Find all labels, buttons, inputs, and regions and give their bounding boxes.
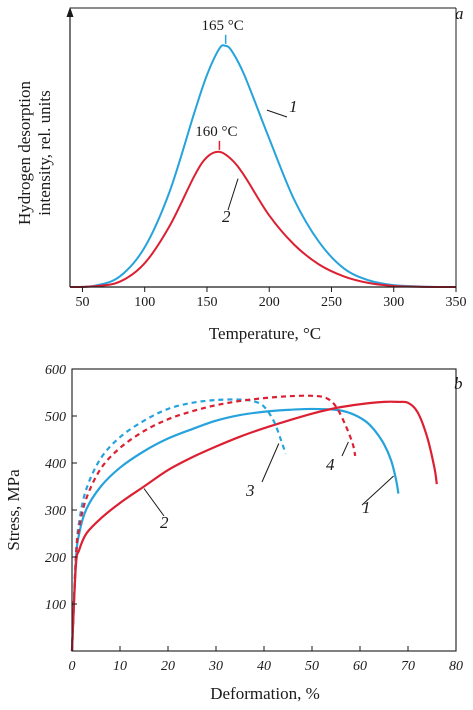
- panel-a-curve-label: 2: [222, 207, 231, 226]
- panel-b-xlabel: Deformation, %: [210, 684, 320, 703]
- panel-b-xtick-label: 0: [69, 659, 76, 674]
- panel-b-curve-label: 3: [245, 481, 255, 500]
- panel-a-annotations: 165 °C 160 °C 1 2: [195, 18, 297, 226]
- panel-b-series-1-line: [70, 407, 400, 652]
- panel-a-peak-label: 165 °C: [202, 18, 244, 34]
- panel-a-ylabel-line1: Hydrogen desorption: [15, 81, 34, 226]
- panel-b-ytick-label: 400: [45, 457, 66, 472]
- panel-b-ytick-label: 200: [45, 551, 66, 566]
- panel-a-series-2-line: [69, 150, 457, 289]
- panel-b-curve-labels: 1 2 3 4: [143, 441, 394, 532]
- panel-b-series-3-line: [70, 398, 287, 652]
- panel-a-series-1-line: [69, 44, 457, 289]
- panel-a-xtick-label: 350: [446, 295, 467, 310]
- panel-b-yticks: 100 200 300 400 500 600: [44, 363, 77, 613]
- panel-a-xtick-label: 150: [196, 295, 217, 310]
- panel-b-curve-leader: [341, 441, 349, 457]
- panel-b-ytick-label: 300: [44, 504, 66, 519]
- panel-a-xticks: 50 100 150 200 250 300 350: [75, 287, 467, 310]
- panel-a-xtick-label: 300: [383, 295, 404, 310]
- panel-a-xtick-label: 50: [75, 295, 89, 310]
- panel-b-xtick-label: 20: [161, 659, 175, 674]
- panel-b-curve-label: 2: [160, 513, 169, 532]
- panel-a: 50 100 150 200 250 300 350 165 °C 160 °C 1 2 a Hy…: [15, 4, 467, 343]
- panel-b-xtick-label: 10: [113, 659, 127, 674]
- panel-b-curve-label: 1: [362, 498, 371, 517]
- panel-b-curve-leader: [361, 475, 394, 506]
- panel-b-xtick-label: 30: [208, 659, 223, 674]
- panel-b-ylabel: Stress, MPa: [4, 469, 23, 551]
- panel-a-letter: a: [455, 4, 464, 23]
- panel-a-curve-label: 1: [289, 97, 298, 116]
- panel-a-ylabel-line2: intensity, rel. units: [35, 90, 54, 215]
- panel-a-curve-leader: [227, 178, 239, 211]
- panel-b-letter: b: [454, 374, 463, 393]
- panel-b-xticks: 0 10 20 30 40 50 60 70 80: [69, 646, 463, 674]
- panel-a-curves: [69, 44, 457, 289]
- panel-b: 0 10 20 30 40 50 60 70 80 100 200 300 400 500 600 1 2 3…: [4, 363, 463, 703]
- panel-a-xtick-label: 100: [134, 295, 155, 310]
- panel-b-xtick-label: 50: [305, 659, 319, 674]
- panel-b-ytick-label: 600: [45, 363, 66, 378]
- panel-a-y-axis-arrow: [66, 7, 74, 17]
- panel-b-curves: [70, 394, 438, 652]
- panel-a-xtick-label: 200: [259, 295, 280, 310]
- panel-b-curve-leader: [143, 488, 165, 517]
- panel-b-ytick-label: 500: [45, 410, 66, 425]
- panel-b-curve-label: 4: [326, 455, 335, 474]
- panel-b-series-4-line: [70, 394, 357, 652]
- panel-a-axes: [66, 7, 457, 288]
- panel-a-peak-label: 160 °C: [195, 124, 237, 140]
- panel-a-xlabel: Temperature, °C: [209, 324, 321, 343]
- panel-a-xtick-label: 250: [321, 295, 342, 310]
- panel-b-xtick-label: 40: [257, 659, 271, 674]
- panel-b-series-2-line: [70, 400, 438, 652]
- panel-b-xtick-label: 60: [353, 659, 367, 674]
- panel-a-curve-leader: [266, 109, 288, 118]
- panel-b-curve-leader: [261, 443, 280, 483]
- panel-b-xtick-label: 80: [449, 659, 463, 674]
- panel-b-ytick-label: 100: [45, 598, 66, 613]
- panel-b-xtick-label: 70: [401, 659, 415, 674]
